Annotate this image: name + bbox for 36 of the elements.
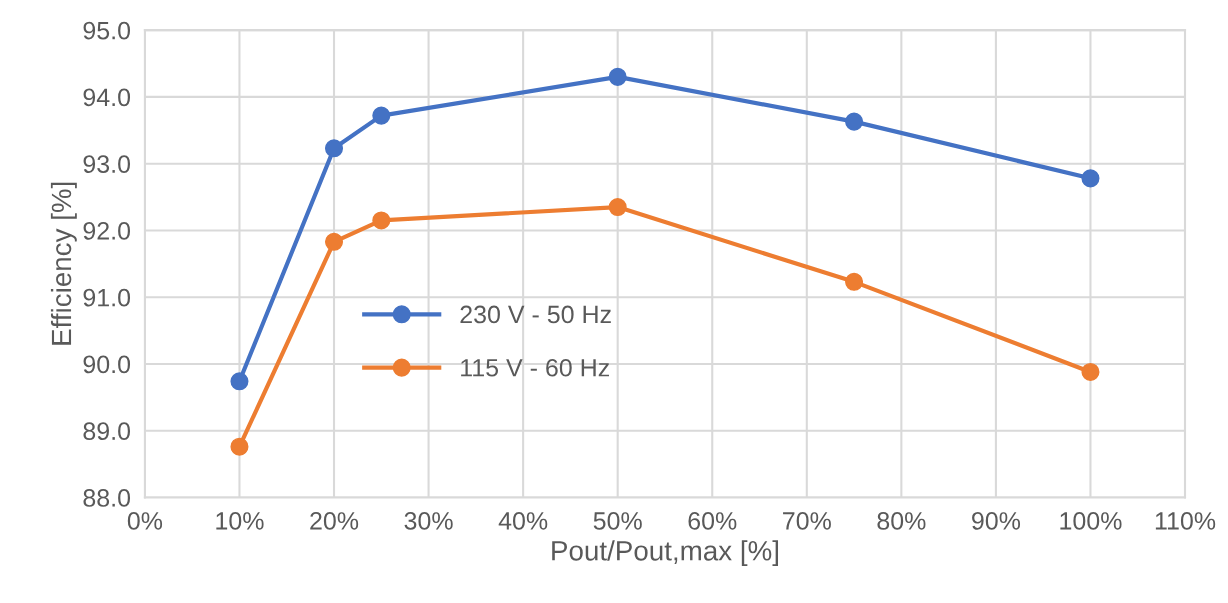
x-tick-label: 60% [688, 512, 737, 530]
x-tick-label: 30% [404, 512, 453, 530]
point [372, 106, 391, 125]
x-tick-label: 70% [783, 512, 831, 530]
point [324, 139, 344, 158]
x-tick-label: 40% [498, 512, 548, 530]
point [845, 272, 864, 291]
point [1081, 169, 1100, 188]
x-axis-title: Pout/Pout,max [%] [552, 540, 779, 567]
legend-label: 115 V - 60 Hz [461, 358, 609, 377]
x-tick-label: 0% [127, 512, 163, 530]
point [845, 112, 864, 131]
point [324, 232, 344, 251]
y-tick-label: 91.0 [83, 288, 131, 307]
point [230, 372, 249, 391]
point [608, 198, 627, 217]
x-tick-label: 50% [593, 512, 642, 530]
x-tick-label: 10% [216, 512, 264, 530]
y-tick-label: 93.0 [83, 155, 131, 173]
x-tick-label: 80% [877, 512, 926, 530]
point [1081, 362, 1100, 381]
x-tick-label: 90% [972, 512, 1021, 530]
y-tick-label: 94.0 [83, 88, 131, 107]
y-tick-label: 95.0 [83, 21, 131, 40]
x-tick-label: 110% [1155, 512, 1216, 530]
legend-label: 230 V - 50 Hz [460, 305, 611, 324]
x-tick-label: 100% [1060, 512, 1122, 530]
y-tick-label: 90.0 [83, 355, 131, 374]
x-tick-label: 20% [310, 512, 359, 530]
point [230, 437, 249, 456]
point [372, 211, 391, 230]
y-tick-label: 88.0 [83, 489, 131, 507]
point [608, 67, 627, 86]
y-tick-label: 89.0 [83, 422, 131, 441]
y-axis-title: Efficiency [%] [50, 182, 77, 345]
y-tick-label: 92.0 [83, 222, 131, 240]
